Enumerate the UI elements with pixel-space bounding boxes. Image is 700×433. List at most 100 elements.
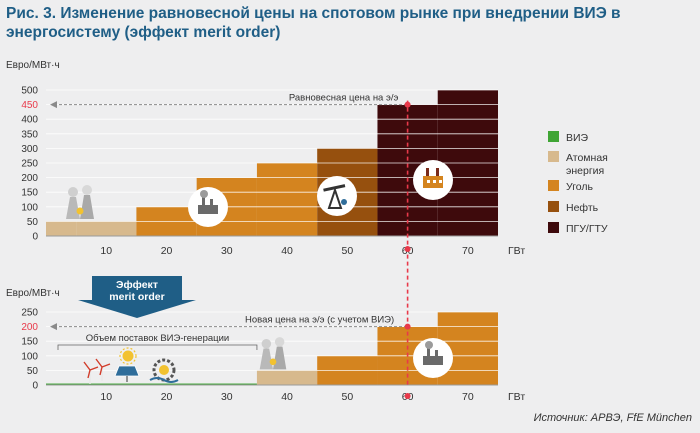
x-tick-label: 50 <box>341 391 353 403</box>
solar-panel-icon <box>114 365 140 382</box>
y-tick-label: 100 <box>21 202 38 213</box>
x-tick-label: 30 <box>221 245 233 257</box>
legend-swatch <box>548 201 559 212</box>
y-tick-label: 0 <box>32 381 38 392</box>
x-tick-label: 20 <box>161 245 173 257</box>
equilibrium-point <box>404 101 411 108</box>
steam <box>68 187 78 197</box>
res-span-label: Объем поставок ВИЭ-генерации <box>86 333 229 344</box>
derrick <box>327 186 343 209</box>
source-note: Источник: АРВЭ, FfE München <box>533 412 692 424</box>
legend-swatch <box>548 131 559 142</box>
y-tick-label: 200 <box>21 322 38 333</box>
legend-label: Нефть <box>566 202 599 214</box>
wind-turbine-icon <box>83 358 111 384</box>
legend-swatch <box>548 180 559 191</box>
x-tick-label: 40 <box>281 391 293 403</box>
legend-swatch <box>548 222 559 233</box>
equilibrium-quantity-dot <box>404 393 411 399</box>
y-tick-label: 500 <box>21 86 38 97</box>
window <box>433 180 436 183</box>
legend-label: Уголь <box>566 181 594 193</box>
x-tick-label: 40 <box>281 245 293 257</box>
y-tick-label: 300 <box>21 144 38 155</box>
coal-plant-icon <box>188 187 228 227</box>
step-bar <box>46 221 77 236</box>
x-tick-label: 50 <box>341 245 353 257</box>
y-tick-label: 150 <box>21 337 38 348</box>
x-tick-label: 70 <box>462 391 474 403</box>
figure-title: Рис. 3. Изменение равновесной цены на сп… <box>6 5 621 41</box>
chimney <box>202 197 205 206</box>
y-tick-label: 100 <box>21 351 38 362</box>
factory <box>198 205 218 214</box>
callout-arrow <box>78 276 196 318</box>
sun-icon <box>119 347 137 365</box>
legend-label: Атомная <box>566 152 608 164</box>
equilibrium-quantity-dot <box>404 246 411 252</box>
panel-1: Евро/МВт·ч 0 50 100 150 200 250 300 350 400 450 500… <box>6 60 525 257</box>
equilibrium-label: Равновесная цена на э/э <box>289 93 399 104</box>
legend-label: ВИЭ <box>566 132 589 144</box>
step-bar <box>46 383 257 385</box>
callout-line-2: merit order <box>109 291 164 303</box>
y-tick-label: 50 <box>27 366 39 377</box>
y-tick-label: 250 <box>21 308 38 319</box>
water-wave <box>149 377 179 383</box>
y-tick-label: 350 <box>21 129 38 140</box>
price-arrow-head <box>50 323 57 331</box>
y-axis-label: Евро/МВт·ч <box>6 288 60 299</box>
oil-pump-icon <box>317 176 357 216</box>
step-bar <box>256 370 318 385</box>
x-tick-label: 70 <box>462 245 474 257</box>
step-bar <box>76 221 137 236</box>
y-tick-label: 0 <box>32 232 38 243</box>
legend-label: ПГУ/ГТУ <box>566 223 608 235</box>
y-tick-label: 250 <box>21 159 38 170</box>
legend-label: энергия <box>566 165 604 177</box>
cooling-tower <box>66 197 80 219</box>
factory <box>423 356 443 365</box>
nuclear-plant-icon <box>259 337 287 370</box>
steam <box>82 185 92 195</box>
callout-line-1: Эффект <box>116 279 158 291</box>
x-tick-label: 10 <box>100 245 112 257</box>
y-tick-label: 150 <box>21 188 38 199</box>
equilibrium-label: Новая цена на э/э (с учетом ВИЭ) <box>245 315 394 326</box>
turbine-blades <box>95 358 111 376</box>
coal-plant-icon <box>413 338 453 378</box>
y-axis-label: Евро/МВт·ч <box>6 60 60 71</box>
chimney <box>435 350 438 357</box>
atom-badge <box>76 207 84 215</box>
price-arrow-head <box>50 101 57 109</box>
pump-beam <box>323 184 346 192</box>
smoke <box>200 190 208 198</box>
steam <box>274 337 285 347</box>
x-axis-unit: ГВт <box>508 391 525 403</box>
window <box>439 180 442 183</box>
cooling-tower <box>273 346 287 370</box>
chimney <box>210 199 213 206</box>
y-tick-label: 400 <box>21 115 38 126</box>
wheel-hub <box>159 365 169 375</box>
x-tick-label: 30 <box>221 391 233 403</box>
cooling-tower <box>259 348 273 370</box>
nuclear-plant-icon <box>66 185 94 219</box>
window <box>427 180 430 183</box>
sun-rays <box>119 347 137 365</box>
y-tick-label: 50 <box>27 217 39 228</box>
cooling-tower <box>80 195 94 219</box>
chimney <box>426 168 429 176</box>
res-span-bracket <box>57 344 258 350</box>
chimney <box>436 168 439 176</box>
new-equilibrium-point <box>404 323 411 330</box>
y-tick-label: 200 <box>21 173 38 184</box>
steam <box>261 339 272 349</box>
panel <box>114 365 140 377</box>
x-tick-label: 20 <box>161 391 173 403</box>
turbine-blades <box>83 361 99 379</box>
y-tick-label: 450 <box>21 100 38 111</box>
